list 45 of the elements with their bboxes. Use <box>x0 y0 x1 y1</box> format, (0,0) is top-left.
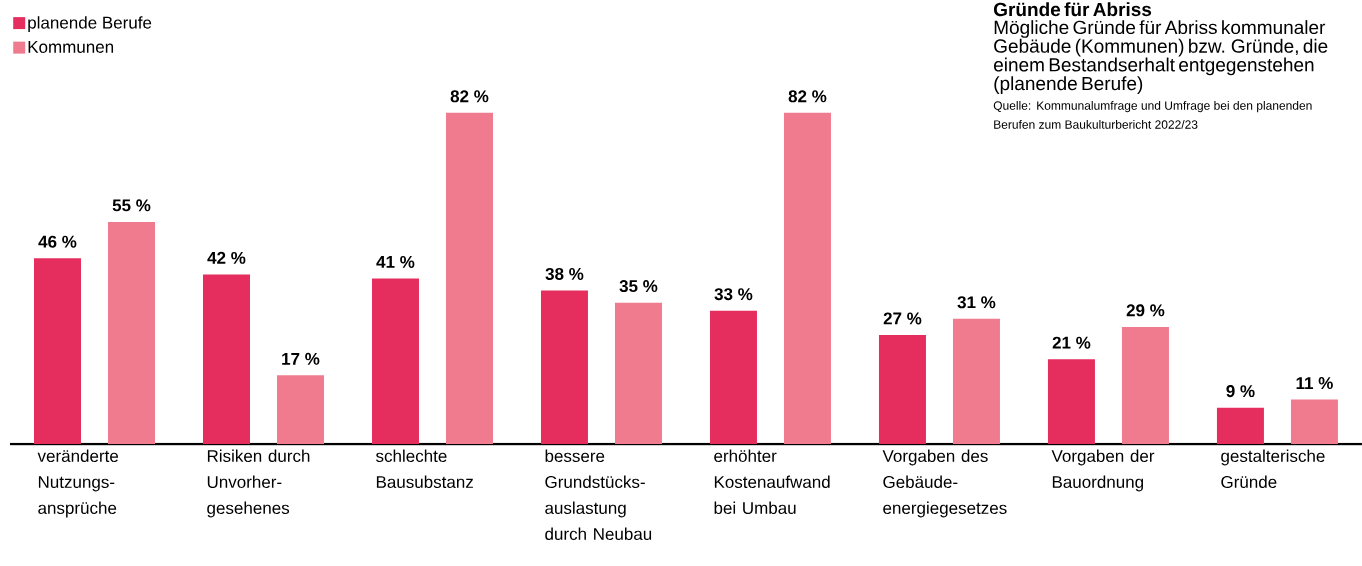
chart-subtitle: Mögliche Gründe für Abriss kommunaler Gebäude (Kommunen) bzw. Gründe, die einem Bestandserhalt entgegenstehen (planende Berufe) <box>994 20 1328 94</box>
data-label: 29 % <box>1126 304 1165 317</box>
data-label: 21 % <box>1052 336 1091 349</box>
bar <box>878 334 926 444</box>
bar <box>108 221 155 444</box>
x-tick-label: Risiken durch Unvorher-gesehenes <box>207 449 310 518</box>
legend-label: Kommunen <box>28 41 114 53</box>
x-tick-label: gestalterische Gründe <box>1221 449 1325 489</box>
bar <box>276 375 324 444</box>
data-label: 9 % <box>1226 385 1255 398</box>
bar <box>1047 359 1095 444</box>
bar <box>783 112 831 444</box>
data-label: 31 % <box>957 296 996 309</box>
bar <box>34 258 81 444</box>
chart-title: Gründe für Abriss <box>994 2 1152 17</box>
x-tick-label: bessere Grundstücks-auslastung durch Neubau <box>545 449 652 541</box>
data-label: 55 % <box>112 199 151 212</box>
x-tick-label: veränderte Nutzungs-ansprüche <box>37 449 119 518</box>
bar <box>709 310 757 444</box>
bar <box>614 302 662 444</box>
bar <box>952 318 1000 444</box>
data-label: 42 % <box>207 251 246 264</box>
data-label: 35 % <box>619 280 658 293</box>
data-label: 38 % <box>545 267 584 281</box>
bar <box>1216 407 1264 444</box>
data-label: 33 % <box>714 288 753 301</box>
x-tick-label: Vorgaben der Bauordnung <box>1051 449 1155 492</box>
x-tick-label: schlechte Bausubstanz <box>375 449 473 489</box>
bar <box>445 112 493 444</box>
data-label: 46 % <box>38 235 77 248</box>
x-tick-label: Vorgaben des Gebäude-energiegesetzes <box>882 449 1007 518</box>
legend-label: planende Berufe <box>28 16 152 33</box>
data-label: 82 % <box>450 90 489 103</box>
data-label: 17 % <box>282 352 320 365</box>
bar <box>1290 399 1338 444</box>
bar <box>540 290 588 444</box>
data-label: 11 % <box>1296 377 1333 390</box>
data-label: 41 % <box>376 255 415 268</box>
bar <box>371 278 419 444</box>
bar <box>202 274 250 444</box>
data-label: 27 % <box>883 312 922 325</box>
data-label: 82 % <box>788 90 827 103</box>
bar <box>1121 326 1169 444</box>
x-tick-label: erhöhter Kostenaufwand bei Umbau <box>714 449 830 515</box>
annotation: Quelle: Kommunalumfrage und Umfrage bei den planenden Berufen zum Baukulturbericht 2022/23 <box>993 100 1312 129</box>
